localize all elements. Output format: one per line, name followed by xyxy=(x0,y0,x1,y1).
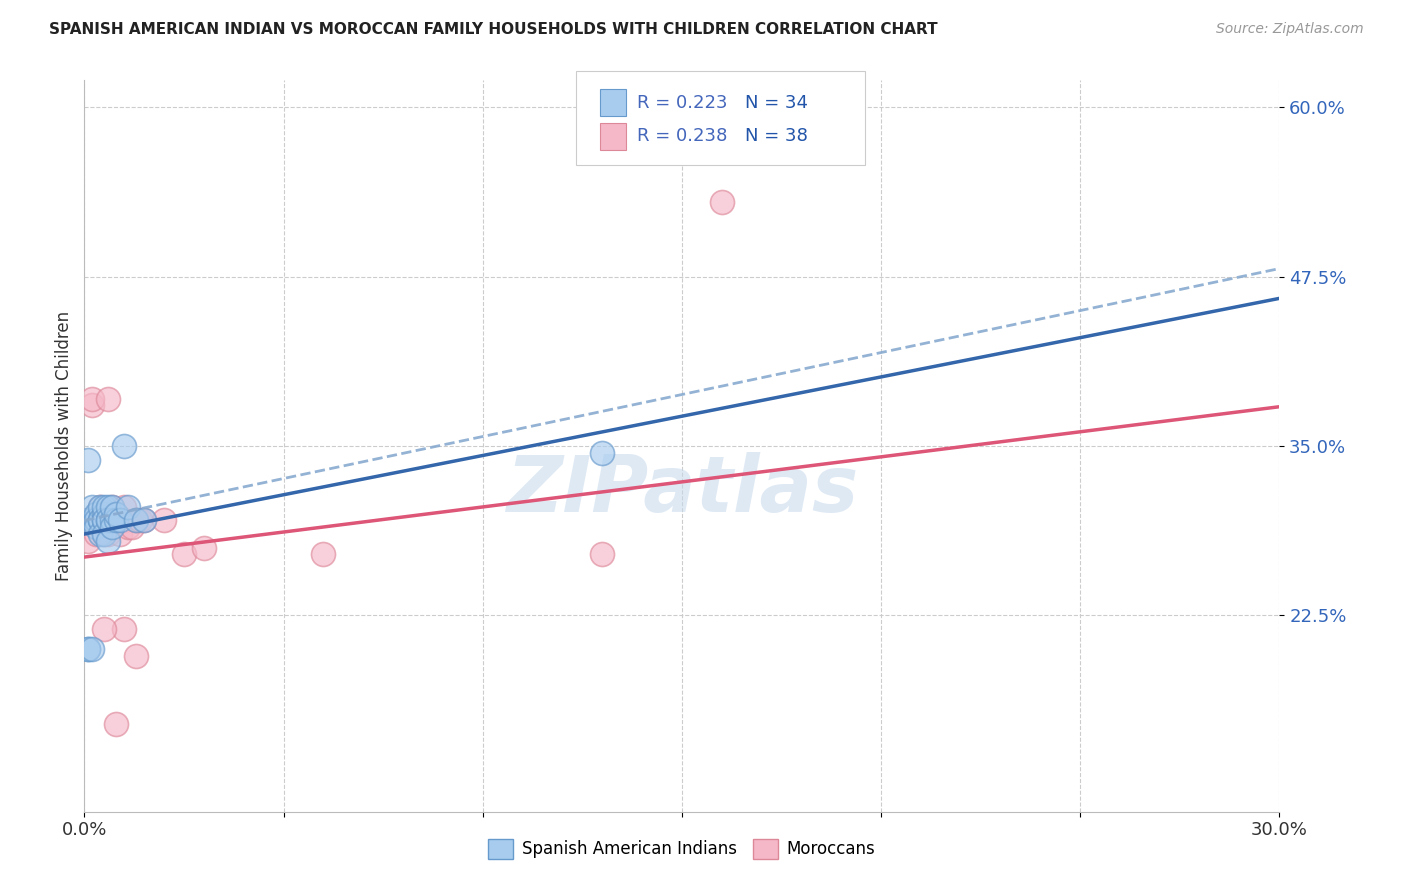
Point xyxy=(101,514,124,528)
Point xyxy=(101,500,124,514)
Point xyxy=(112,500,135,514)
Point xyxy=(591,547,613,561)
Point xyxy=(101,514,124,528)
Point xyxy=(93,514,115,528)
Point xyxy=(710,195,733,210)
Text: Source: ZipAtlas.com: Source: ZipAtlas.com xyxy=(1216,22,1364,37)
Point xyxy=(125,648,148,663)
Point xyxy=(93,527,115,541)
Point xyxy=(97,533,120,548)
Point xyxy=(82,392,104,406)
Point xyxy=(117,500,139,514)
Point xyxy=(112,439,135,453)
Point xyxy=(153,514,176,528)
Point xyxy=(591,446,613,460)
Legend: Spanish American Indians, Moroccans: Spanish American Indians, Moroccans xyxy=(482,832,882,865)
Point xyxy=(89,514,111,528)
Point xyxy=(82,398,104,412)
Text: SPANISH AMERICAN INDIAN VS MOROCCAN FAMILY HOUSEHOLDS WITH CHILDREN CORRELATION : SPANISH AMERICAN INDIAN VS MOROCCAN FAMI… xyxy=(49,22,938,37)
Point xyxy=(97,514,120,528)
Point xyxy=(86,527,108,541)
Point xyxy=(77,514,100,528)
Point xyxy=(105,514,128,528)
Point xyxy=(93,622,115,636)
Point xyxy=(173,547,195,561)
Point xyxy=(89,514,111,528)
Point xyxy=(101,520,124,534)
Point xyxy=(110,527,132,541)
Text: R = 0.223: R = 0.223 xyxy=(637,94,727,112)
Text: N = 38: N = 38 xyxy=(745,128,808,145)
Point xyxy=(89,500,111,514)
Point xyxy=(117,520,139,534)
Point xyxy=(112,514,135,528)
Point xyxy=(125,514,148,528)
Y-axis label: Family Households with Children: Family Households with Children xyxy=(55,311,73,581)
Point xyxy=(86,507,108,521)
Point xyxy=(77,642,100,657)
Point xyxy=(93,514,115,528)
Point xyxy=(129,514,152,528)
Text: ZIPatlas: ZIPatlas xyxy=(506,452,858,528)
Point xyxy=(86,520,108,534)
Point xyxy=(312,547,335,561)
Point xyxy=(86,514,108,528)
Point xyxy=(93,527,115,541)
Point xyxy=(110,514,132,528)
Point xyxy=(89,514,111,528)
Point xyxy=(105,716,128,731)
Point xyxy=(121,520,143,534)
Point xyxy=(77,642,100,657)
Point xyxy=(89,527,111,541)
Point xyxy=(93,507,115,521)
Point xyxy=(82,500,104,514)
Point xyxy=(93,500,115,514)
Point xyxy=(77,452,100,467)
Point xyxy=(89,500,111,514)
Point xyxy=(110,514,132,528)
Point xyxy=(97,514,120,528)
Point xyxy=(82,514,104,528)
Point xyxy=(97,500,120,514)
Point xyxy=(132,514,156,528)
Point xyxy=(77,533,100,548)
Point xyxy=(101,500,124,514)
Point xyxy=(86,514,108,528)
Point xyxy=(93,514,115,528)
Point xyxy=(105,507,128,521)
Point xyxy=(97,514,120,528)
Point xyxy=(105,514,128,528)
Text: R = 0.238: R = 0.238 xyxy=(637,128,727,145)
Point xyxy=(97,527,120,541)
Point xyxy=(82,514,104,528)
Point xyxy=(86,514,108,528)
Point xyxy=(132,514,156,528)
Point xyxy=(112,622,135,636)
Text: N = 34: N = 34 xyxy=(745,94,808,112)
Point xyxy=(77,514,100,528)
Point xyxy=(82,642,104,657)
Point xyxy=(77,514,100,528)
Point xyxy=(193,541,215,555)
Point xyxy=(97,392,120,406)
Point xyxy=(125,514,148,528)
